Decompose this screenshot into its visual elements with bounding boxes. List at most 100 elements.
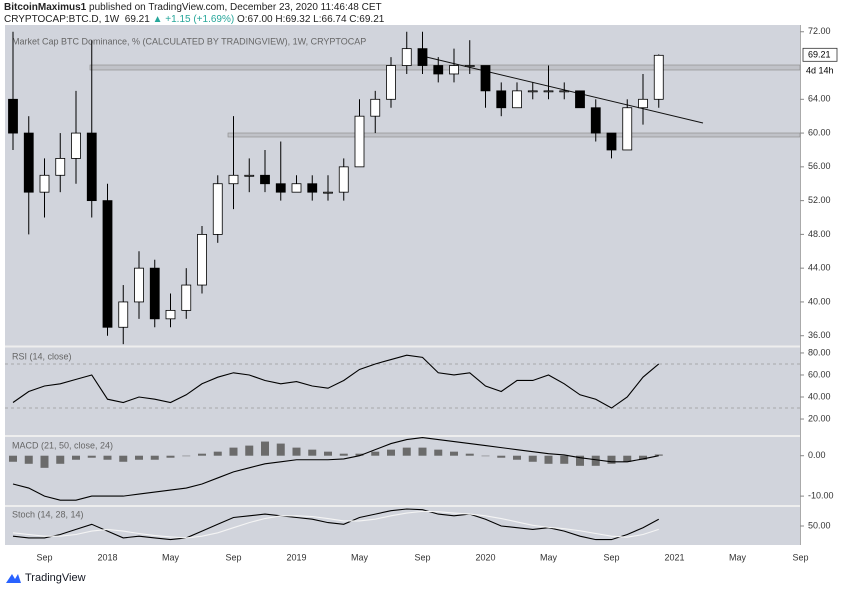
histogram-bar [434, 449, 443, 456]
last-price-box [802, 47, 838, 62]
candle-body [543, 90, 554, 93]
histogram-bar [182, 455, 191, 457]
author: BitcoinMaximus1 [4, 2, 87, 13]
candle-body [260, 174, 270, 185]
countdown: 4d 14h [806, 66, 834, 76]
histogram-bar [339, 453, 348, 456]
x-tick-label: 2021 [664, 552, 684, 562]
x-tick-label: May [351, 552, 369, 562]
candle-body [39, 174, 50, 193]
candle-body [8, 98, 18, 134]
x-tick-label: 2019 [286, 552, 306, 562]
y-tick-label: 60.00 [808, 127, 831, 137]
histogram-bar [639, 455, 647, 460]
candle-body [338, 166, 349, 193]
histogram-bar [623, 455, 632, 462]
candle-body [23, 132, 34, 193]
histogram-bar [402, 447, 411, 456]
candle-body [370, 98, 381, 117]
support-zone [227, 132, 801, 138]
histogram-bar [387, 449, 395, 456]
candle-body [323, 191, 333, 194]
pane-title: Stoch (14, 28, 14) [12, 509, 84, 519]
price: 69.21 [124, 14, 150, 25]
candle-body [417, 48, 428, 66]
candle-body [653, 54, 664, 100]
y-tick-label: 64.00 [808, 94, 831, 104]
candle-body [401, 48, 412, 66]
chart-background [5, 25, 800, 545]
histogram-bar [40, 455, 49, 468]
histogram-bar [261, 441, 269, 456]
x-tick-label: May [729, 552, 747, 562]
ohlc: O:67.00 H:69.32 L:66.74 C:69.21 [237, 14, 385, 25]
candle-body [433, 65, 444, 75]
histogram-bar [9, 455, 17, 462]
histogram-bar [371, 451, 380, 456]
histogram-bar [103, 455, 112, 460]
candle-body [527, 90, 538, 93]
candle-body [590, 107, 601, 134]
histogram-bar [135, 455, 143, 460]
y-tick-label: 72.00 [808, 26, 831, 36]
histogram-bar [24, 455, 33, 464]
candle-body [197, 233, 207, 286]
histogram-bar [119, 455, 128, 462]
histogram-bar [355, 453, 364, 456]
histogram-bar [72, 455, 80, 460]
candle-body [228, 174, 239, 185]
candle-body [86, 132, 97, 202]
candle-body [118, 301, 129, 328]
candle-body [480, 65, 491, 92]
x-tick-label: May [162, 552, 180, 562]
histogram-bar [465, 453, 474, 456]
y-tick-label: 36.00 [808, 330, 831, 340]
x-tick-label: 2018 [97, 552, 117, 562]
y-tick-label: 50.00 [808, 520, 831, 530]
y-tick-label: -10.00 [808, 490, 834, 500]
candle-body [275, 183, 286, 193]
histogram-bar [245, 445, 254, 456]
candle-body [354, 115, 365, 168]
candle-body [55, 158, 66, 176]
y-tick-label: 40.00 [808, 296, 831, 306]
pane-title: RSI (14, close) [12, 351, 72, 361]
y-tick-label: 20.00 [808, 413, 831, 423]
histogram-bar [497, 455, 506, 458]
last-price-label: 69.21 [808, 50, 831, 60]
histogram-bar [213, 451, 222, 456]
header-line: CRYPTOCAP:BTC.D, 1W 69.21 ▲ +1.15 (+1.69… [4, 14, 384, 25]
histogram-bar [198, 453, 206, 456]
x-tick-label: Sep [225, 552, 241, 562]
x-tick-label: 2020 [475, 552, 495, 562]
histogram-bar [229, 447, 238, 456]
x-tick-label: Sep [414, 552, 430, 562]
candle-body [606, 132, 617, 151]
histogram-bar [418, 447, 427, 456]
candle-body [449, 65, 459, 75]
candle-body [559, 90, 570, 93]
candle-body [386, 65, 396, 100]
indicator-line [12, 436, 659, 501]
histogram-bar [544, 455, 553, 464]
pane-title: Market Cap BTC Dominance, % (CALCULATED … [12, 36, 366, 46]
histogram-bar [166, 455, 175, 458]
candle-body [181, 284, 192, 311]
candle-body [212, 183, 223, 235]
histogram-bar [481, 455, 490, 457]
brand: TradingView [25, 572, 86, 584]
candle-body [165, 309, 176, 320]
histogram-bar [56, 455, 65, 464]
histogram-bar [324, 451, 332, 456]
pane-title: MACD (21, 50, close, 24) [12, 440, 113, 450]
histogram-bar [308, 449, 317, 456]
x-tick-label: Sep [792, 552, 808, 562]
candle-body [102, 200, 113, 328]
candle-body [496, 90, 507, 109]
histogram-bar [513, 455, 521, 460]
y-tick-label: 48.00 [808, 229, 831, 239]
header-line: BitcoinMaximus1 published on TradingView… [4, 2, 382, 13]
y-tick-label: 56.00 [808, 161, 831, 171]
